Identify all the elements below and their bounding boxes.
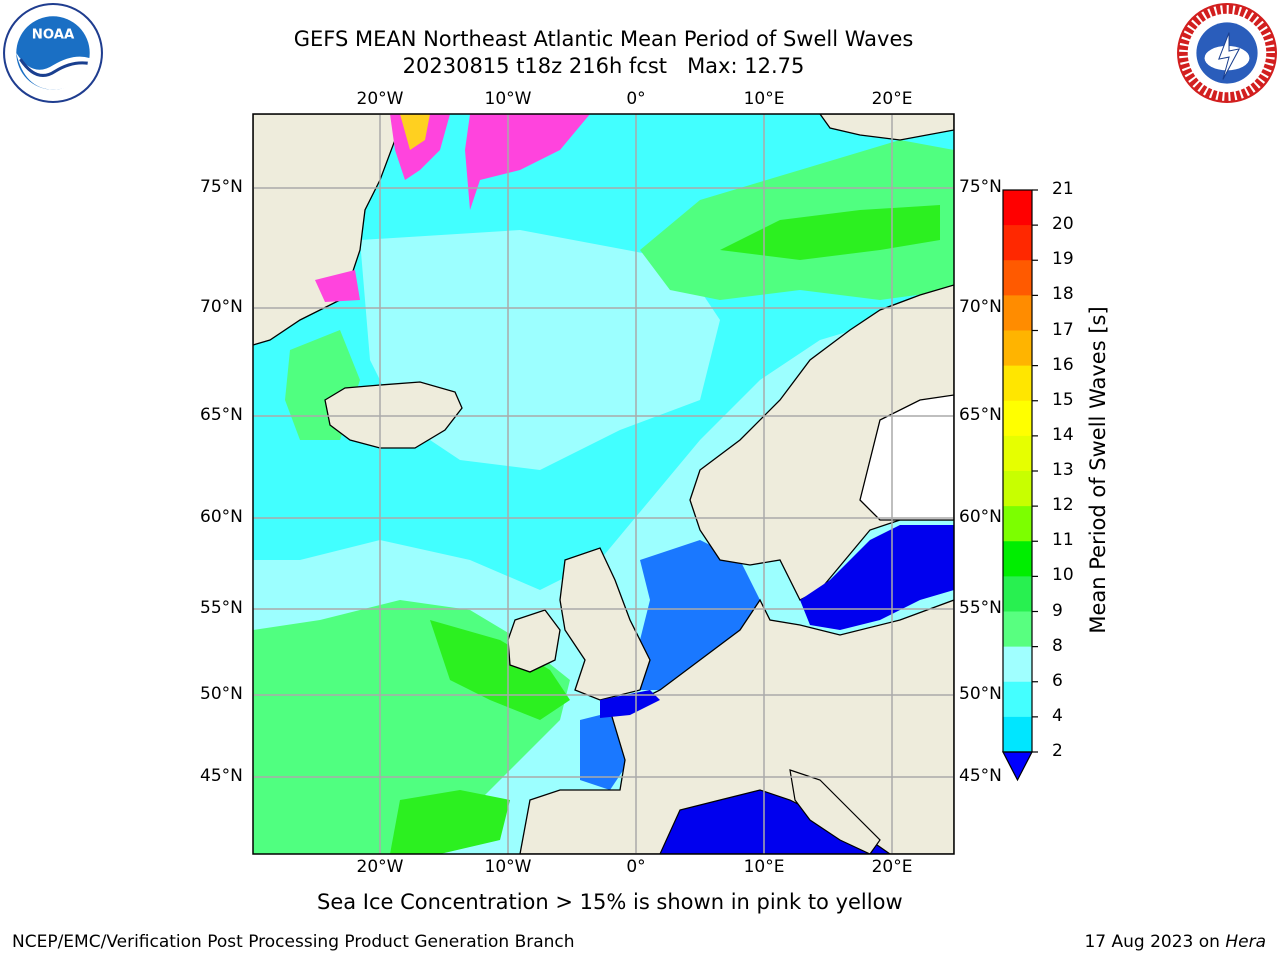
colorbar-tick-label: 15 — [1052, 389, 1074, 410]
footer-date: 17 Aug 2023 on Hera — [1084, 932, 1266, 952]
colorbar-tick-label: 8 — [1052, 635, 1063, 656]
colorbar-tick-label: 10 — [1052, 565, 1074, 586]
colorbar-tick-label: 20 — [1052, 214, 1074, 235]
colorbar-tick-label: 2 — [1052, 741, 1063, 761]
lon-label-bottom-10e: 10°E — [743, 857, 785, 877]
colorbar-tick-label: 21 — [1052, 179, 1074, 199]
map-gridlines — [253, 114, 954, 854]
mediterranean-sea — [659, 789, 892, 854]
swell-blue-north-sea — [630, 540, 760, 690]
colorbar-tick-label: 13 — [1052, 460, 1074, 480]
colorbar-tick-label: 16 — [1052, 354, 1074, 375]
colorbar-segment — [1003, 681, 1032, 718]
colorbar-tick-label: 9 — [1052, 600, 1063, 621]
colorbar-segment — [1003, 365, 1032, 402]
colorbar — [1002, 189, 1038, 782]
footer-credit: NCEP/EMC/Verification Post Processing Pr… — [12, 932, 575, 952]
colorbar-segment — [1003, 260, 1032, 296]
lon-label-bottom-10w: 10°W — [484, 857, 532, 877]
land-iceland — [324, 381, 463, 449]
lat-label-left-65n: 65°N — [200, 405, 243, 425]
land-scandinavia — [689, 284, 954, 601]
lon-label-top-20e: 20°E — [871, 89, 913, 109]
footer-date-text: 17 Aug 2023 on — [1084, 932, 1226, 952]
lon-label-top-0: 0° — [626, 89, 646, 109]
colorbar-tick-label: 18 — [1052, 284, 1074, 305]
colorbar-tick-label: 12 — [1052, 495, 1074, 516]
lat-label-right-50n: 50°N — [959, 684, 1002, 704]
lon-label-bottom-20w: 20°W — [356, 857, 404, 877]
lat-label-right-45n: 45°N — [959, 766, 1002, 786]
colorbar-segment — [1003, 646, 1032, 683]
sea-ice-yellow-greenland — [400, 114, 430, 150]
map-frame — [252, 113, 955, 855]
colorbar-segment — [1003, 295, 1032, 331]
colorbar-segment — [1003, 225, 1032, 261]
colorbar-segment — [1003, 506, 1032, 542]
footer-machine: Hera — [1225, 932, 1266, 952]
nws-logo-icon — [1177, 3, 1277, 103]
baltic-sea — [800, 525, 954, 630]
lat-label-right-70n: 70°N — [959, 297, 1002, 317]
lat-label-right-65n: 65°N — [959, 405, 1002, 425]
chart-title: GEFS MEAN Northeast Atlantic Mean Period… — [293, 27, 914, 51]
colorbar-title: Mean Period of Swell Waves [s] — [1086, 306, 1110, 634]
colorbar-extend-arrow — [1002, 751, 1033, 782]
lat-label-left-45n: 45°N — [200, 766, 243, 786]
colorbar-segment — [1003, 190, 1032, 226]
sea-ice-caption: Sea Ice Concentration > 15% is shown in … — [317, 890, 903, 914]
colorbar-segment — [1003, 400, 1032, 437]
swell-bright-green-north — [720, 205, 940, 260]
gulf-of-bothnia — [859, 394, 954, 521]
lon-label-top-10w: 10°W — [484, 89, 532, 109]
lon-label-top-10e: 10°E — [743, 89, 785, 109]
lat-label-right-55n: 55°N — [959, 598, 1002, 618]
chart-subtitle: 20230815 t18z 216h fcst Max: 12.75 — [402, 54, 805, 78]
lon-label-bottom-0: 0° — [626, 857, 646, 877]
colorbar-tick-label: 19 — [1052, 249, 1074, 270]
colorbar-segment — [1003, 471, 1032, 507]
lat-label-left-55n: 55°N — [200, 598, 243, 618]
colorbar-segment — [1003, 716, 1032, 753]
colorbar-tick-label: 11 — [1052, 530, 1074, 551]
english-channel — [600, 690, 660, 718]
colorbar-tick-label: 17 — [1052, 319, 1074, 340]
noaa-logo-icon: NOAA — [3, 3, 103, 103]
swell-bright-green-southwest — [390, 790, 510, 854]
colorbar-tick-label: 4 — [1052, 705, 1063, 726]
land-italy — [789, 769, 881, 854]
lon-label-top-20w: 20°W — [356, 89, 404, 109]
colorbar-segment — [1003, 330, 1032, 367]
lat-label-right-60n: 60°N — [959, 507, 1002, 527]
lat-label-left-50n: 50°N — [200, 684, 243, 704]
colorbar-segment — [1003, 576, 1032, 612]
colorbar-tick-label: 14 — [1052, 424, 1074, 445]
svg-text:NOAA: NOAA — [32, 28, 75, 43]
sea-ice-east-greenland — [315, 270, 360, 302]
colorbar-segment — [1003, 611, 1032, 648]
lat-label-left-60n: 60°N — [200, 507, 243, 527]
lon-label-bottom-20e: 20°E — [871, 857, 913, 877]
lat-label-left-75n: 75°N — [200, 177, 243, 197]
sea-ice-svalbard-west — [465, 114, 590, 210]
lat-label-left-70n: 70°N — [200, 297, 243, 317]
colorbar-segment — [1003, 435, 1032, 472]
lat-label-right-75n: 75°N — [959, 177, 1002, 197]
colorbar-tick-label: 6 — [1052, 670, 1063, 691]
land-svalbard — [819, 114, 954, 141]
colorbar-segment — [1003, 541, 1032, 577]
